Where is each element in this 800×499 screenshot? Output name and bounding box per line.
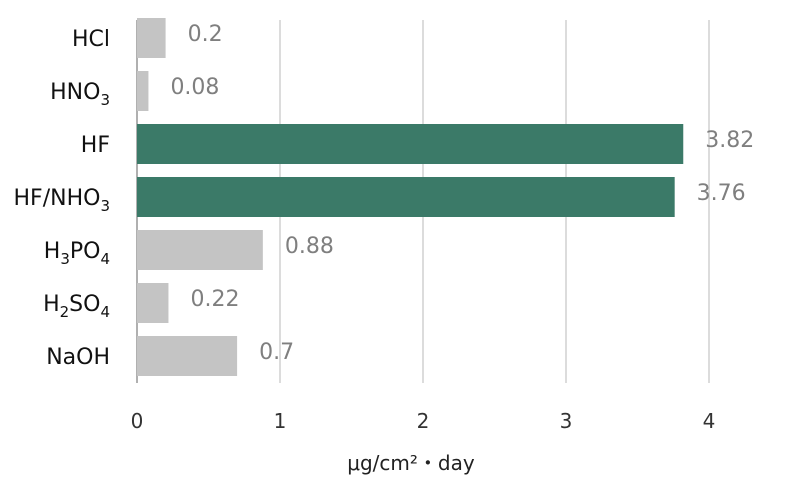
value-label: 3.82 bbox=[705, 128, 754, 153]
x-tick-label: 1 bbox=[274, 409, 287, 433]
value-label: 0.7 bbox=[259, 340, 294, 365]
bar bbox=[137, 71, 149, 111]
bar bbox=[137, 124, 684, 164]
category-label: H3PO4 bbox=[44, 239, 110, 268]
value-label: 0.88 bbox=[285, 234, 334, 259]
x-axis-title: μg/cm²・day bbox=[347, 451, 475, 475]
bar bbox=[137, 230, 263, 270]
value-label: 0.22 bbox=[190, 287, 239, 312]
x-tick-label: 0 bbox=[131, 409, 144, 433]
category-label: HCl bbox=[72, 27, 110, 52]
category-label: HNO3 bbox=[50, 80, 110, 109]
value-label: 0.08 bbox=[170, 75, 219, 100]
bar bbox=[137, 18, 166, 58]
value-labels: 0.2 0.08 3.82 3.76 0.88 0.22 0.7 bbox=[170, 22, 754, 365]
x-tick-label: 4 bbox=[703, 409, 716, 433]
category-labels: HCl HNO3 HF HF/NHO3 H3PO4 H2SO4 NaOH bbox=[14, 27, 110, 370]
value-label: 0.2 bbox=[188, 22, 223, 47]
category-label: HF bbox=[81, 133, 110, 158]
bar bbox=[137, 336, 238, 376]
x-tick-label: 2 bbox=[417, 409, 430, 433]
bar bbox=[137, 283, 169, 323]
category-label: HF/NHO3 bbox=[14, 186, 110, 215]
bar bbox=[137, 177, 675, 217]
category-label: NaOH bbox=[46, 345, 110, 370]
x-tick-labels: 0 1 2 3 4 bbox=[131, 409, 716, 433]
category-label: H2SO4 bbox=[43, 292, 110, 321]
bars bbox=[137, 18, 684, 376]
value-label: 3.76 bbox=[697, 181, 746, 206]
x-tick-label: 3 bbox=[560, 409, 573, 433]
